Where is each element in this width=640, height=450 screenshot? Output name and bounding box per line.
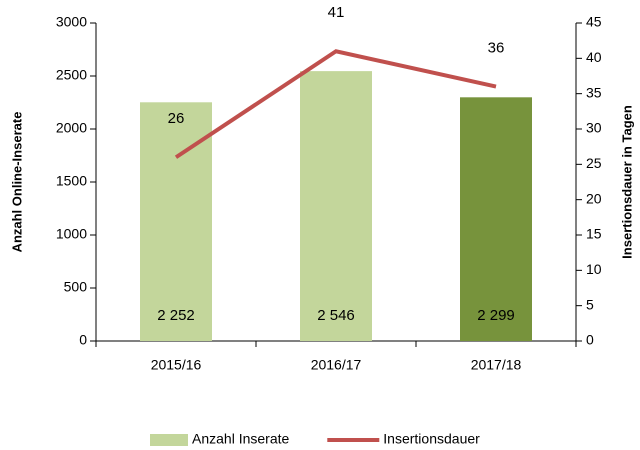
y2-tick-label: 35 — [586, 84, 602, 100]
x-tick-label: 2016/17 — [311, 357, 362, 373]
line-value-label: 41 — [328, 4, 345, 21]
y2-tick-label: 40 — [586, 49, 602, 65]
line-value-label: 36 — [488, 40, 505, 57]
legend-label: Insertionsdauer — [383, 431, 480, 447]
y-tick-label: 2500 — [56, 67, 87, 83]
y2-axis-title: Insertionsdauer in Tagen — [619, 105, 634, 259]
y2-tick-label: 15 — [586, 226, 602, 242]
y2-tick-label: 20 — [586, 190, 602, 206]
line — [174, 49, 497, 159]
y2-tick-label: 10 — [586, 261, 602, 277]
y-tick-label: 1000 — [56, 226, 87, 242]
y-tick-label: 1500 — [56, 173, 87, 189]
bar-value-label: 2 252 — [157, 307, 195, 324]
y-tick-label: 2000 — [56, 120, 87, 136]
y-tick-label: 0 — [79, 332, 87, 348]
y-axis-title: Anzahl Online-Inserate — [9, 112, 24, 253]
y2-tick-label: 30 — [586, 120, 602, 136]
y2-tick-label: 45 — [586, 14, 602, 30]
x-tick-label: 2017/18 — [471, 357, 522, 373]
line-value-label: 26 — [168, 110, 185, 127]
bar-value-label: 2 299 — [477, 307, 515, 324]
y2-tick-label: 0 — [586, 332, 594, 348]
bar-value-label: 2 546 — [317, 307, 355, 324]
bar — [140, 102, 212, 342]
bar — [300, 71, 372, 342]
y2-tick-label: 5 — [586, 296, 594, 312]
x-tick-label: 2015/16 — [151, 357, 202, 373]
y-tick-label: 500 — [64, 279, 88, 295]
legend-label: Anzahl Inserate — [192, 431, 289, 447]
bar — [460, 97, 532, 341]
legend-swatch — [150, 434, 188, 446]
y-tick-label: 3000 — [56, 14, 87, 30]
y2-tick-label: 25 — [586, 155, 602, 171]
